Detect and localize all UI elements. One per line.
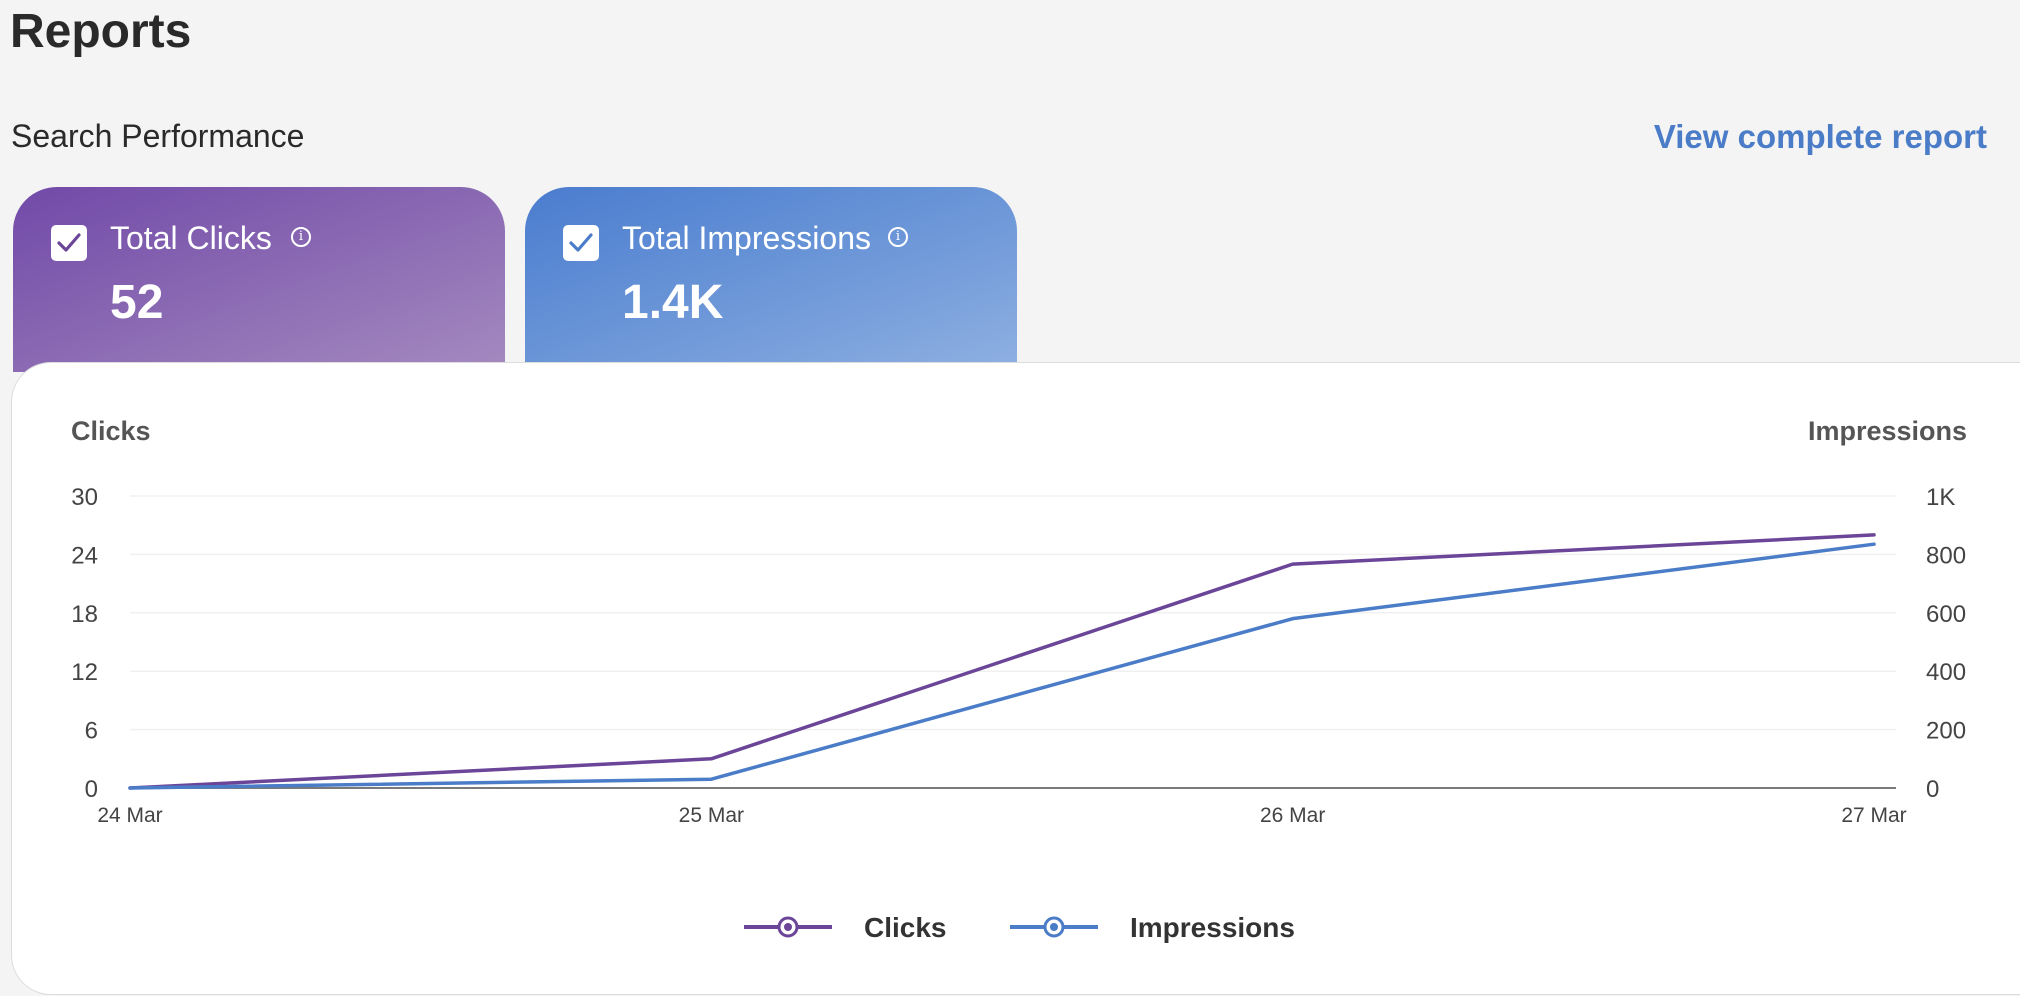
y-left-tick-label: 12 [71, 659, 98, 686]
legend-label: Clicks [864, 912, 947, 943]
legend-marker-dot [1050, 923, 1058, 931]
series-line-impressions [128, 542, 1876, 790]
total-impressions-label: Total Impressions [622, 220, 871, 256]
x-tick-label: 27 Mar [1841, 804, 1906, 827]
info-icon[interactable]: i [291, 227, 311, 247]
y-left-tick-label: 30 [71, 484, 98, 511]
y-right-tick-label: 1K [1926, 484, 1955, 511]
y-right-tick-label: 200 [1926, 718, 1966, 745]
total-clicks-label: Total Clicks [110, 220, 272, 256]
page-title: Reports [10, 5, 192, 58]
y-right-tick-label: 400 [1926, 659, 1966, 686]
total-impressions-value: 1.4K [622, 276, 724, 329]
x-tick-label: 25 Mar [679, 804, 744, 827]
legend-marker-dot [784, 923, 792, 931]
y-right-tick-label: 600 [1926, 601, 1966, 628]
chart-panel [11, 362, 2020, 995]
y-left-tick-label: 24 [71, 542, 98, 569]
check-icon[interactable] [563, 225, 599, 261]
y-left-tick-label: 0 [85, 776, 98, 803]
y-right-tick-label: 0 [1926, 776, 1939, 803]
x-tick-label: 24 Mar [97, 804, 162, 827]
x-tick-label: 26 Mar [1260, 804, 1325, 827]
series-line-clicks [128, 533, 1876, 790]
y-left-tick-label: 18 [71, 601, 98, 628]
total-clicks-card[interactable]: Total Clicks i 52 [13, 187, 505, 372]
view-complete-report-link[interactable]: View complete report [1653, 118, 1987, 155]
total-clicks-value: 52 [110, 276, 164, 329]
info-icon[interactable]: i [888, 227, 908, 247]
check-icon[interactable] [51, 225, 87, 261]
y-right-axis-title: Impressions [1808, 416, 1967, 446]
legend-item-impressions[interactable]: Impressions [1010, 912, 1295, 943]
legend-label: Impressions [1130, 912, 1295, 943]
legend-item-clicks[interactable]: Clicks [744, 912, 947, 943]
section-title: Search Performance [11, 118, 305, 154]
y-left-axis-title: Clicks [71, 416, 151, 446]
total-impressions-card[interactable]: Total Impressions i 1.4K [525, 187, 1017, 372]
y-left-tick-label: 6 [85, 718, 98, 745]
y-right-tick-label: 800 [1926, 542, 1966, 569]
